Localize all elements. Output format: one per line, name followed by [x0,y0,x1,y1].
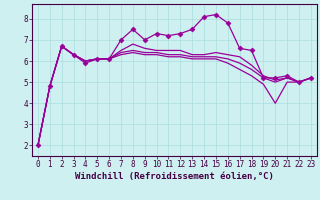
X-axis label: Windchill (Refroidissement éolien,°C): Windchill (Refroidissement éolien,°C) [75,172,274,181]
